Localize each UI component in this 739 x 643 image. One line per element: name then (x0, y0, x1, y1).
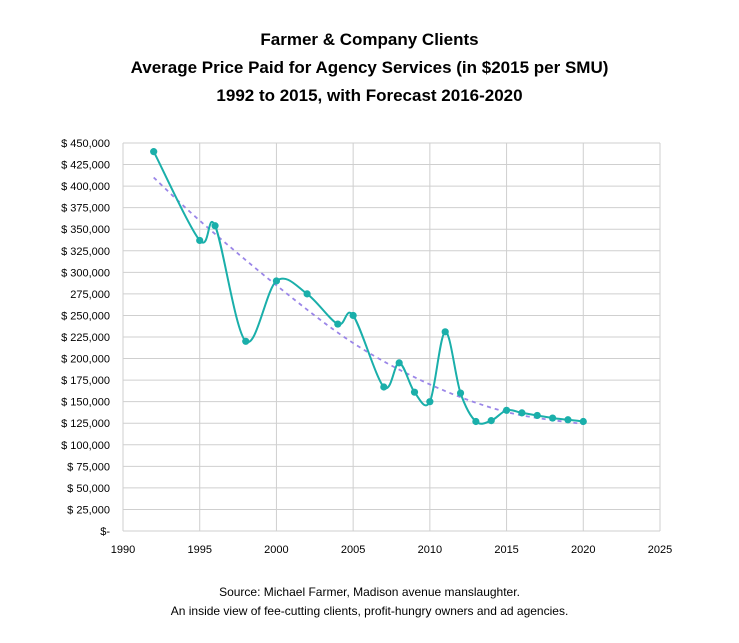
x-tick-label: 2005 (341, 544, 365, 556)
y-tick-label: $ 175,000 (61, 375, 110, 387)
price-point (150, 148, 158, 156)
price-point (349, 311, 357, 320)
y-tick-label: 275,000 (70, 289, 110, 301)
y-tick-label: $ 225,000 (61, 332, 110, 344)
y-tick-label: $ 375,000 (61, 203, 110, 215)
price-point (579, 417, 587, 426)
price-point (242, 337, 250, 345)
trend-line (153, 176, 584, 425)
y-tick-label: $ 200,000 (61, 354, 110, 366)
x-tick-label: 2020 (571, 544, 595, 556)
price-point (395, 359, 403, 367)
price-point (211, 222, 219, 230)
x-axis-ticks: 1990 1995 2000 2005 2010 2015 2020 2025 (111, 544, 672, 556)
price-point (334, 320, 342, 328)
chart-title-block: Farmer & Company Clients Average Price P… (0, 26, 739, 110)
price-point (426, 398, 434, 406)
y-tick-label: $ 450,000 (61, 138, 110, 150)
y-tick-label: $ 250,000 (61, 310, 110, 322)
source-line-1: Source: Michael Farmer, Madison avenue m… (219, 585, 520, 599)
price-point (564, 416, 572, 424)
y-tick-label: $ 300,000 (61, 267, 110, 279)
x-tick-label: 2025 (648, 544, 672, 556)
y-tick-label: $ 425,000 (61, 160, 110, 172)
y-tick-label: $ 350,000 (61, 224, 110, 236)
y-tick-label: $ 400,000 (61, 181, 110, 193)
y-tick-label: $ 125,000 (61, 418, 110, 430)
y-tick-label: $ 75,000 (67, 461, 110, 473)
price-point (380, 383, 388, 391)
x-tick-label: 2015 (494, 544, 518, 556)
price-point (518, 409, 526, 417)
y-axis-ticks: $- $ 25,000 $ 50,000 $ 75,000 $ 100,000 $ 125… (61, 138, 110, 538)
x-tick-label: 1990 (111, 544, 135, 556)
chart-title-line-1: Farmer & Company Clients (260, 30, 479, 49)
y-tick-label: $ 150,000 (61, 397, 110, 409)
x-tick-label: 2010 (418, 544, 442, 556)
price-point (303, 290, 311, 298)
chart-series (150, 148, 587, 426)
price-point (487, 417, 495, 425)
y-tick-label: $- (100, 526, 110, 538)
y-tick-label: $ 325,000 (61, 246, 110, 258)
chart-title-line-3: 1992 to 2015, with Forecast 2016-2020 (216, 86, 523, 105)
chart-title-line-2: Average Price Paid for Agency Services (… (130, 58, 609, 77)
price-point (441, 328, 449, 336)
source-line-2: An inside view of fee-cutting clients, p… (170, 604, 569, 618)
x-tick-label: 2000 (264, 544, 288, 556)
price-point (472, 417, 480, 426)
y-tick-label: $ 25,000 (67, 504, 110, 516)
price-point (456, 389, 465, 397)
source-note: Source: Michael Farmer, Madison avenue m… (0, 583, 739, 621)
price-point (272, 277, 281, 285)
y-tick-label: $ 50,000 (67, 483, 110, 495)
y-tick-label: $ 100,000 (61, 440, 110, 452)
chart-grid (122, 142, 661, 532)
x-tick-label: 1995 (187, 544, 211, 556)
price-point (410, 388, 419, 396)
price-point (502, 406, 511, 414)
price-line (152, 151, 584, 425)
price-point (549, 414, 557, 422)
price-point (533, 411, 541, 420)
price-point (196, 236, 204, 245)
